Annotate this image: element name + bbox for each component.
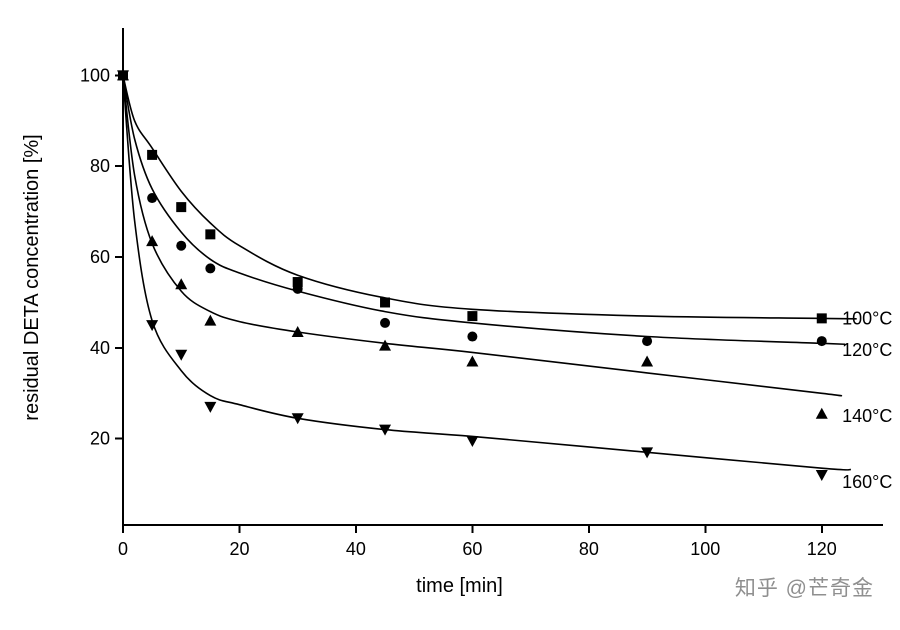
series-140C: 140°C (117, 69, 892, 426)
data-point-triangle-up (291, 325, 304, 337)
data-point-triangle-up (204, 314, 217, 326)
data-point-square (816, 313, 827, 324)
data-point-square (205, 229, 216, 240)
x-tick-label: 120 (807, 539, 837, 559)
data-point-circle (205, 263, 216, 274)
data-point-triangle-up (641, 355, 654, 367)
y-tick-label: 60 (90, 247, 110, 267)
series-100C: 100°C (118, 70, 892, 328)
series-160C: 160°C (117, 70, 892, 492)
data-point-triangle-up (146, 235, 159, 247)
x-tick-label: 20 (229, 539, 249, 559)
data-point-square (176, 202, 187, 213)
data-point-triangle-up (466, 355, 479, 367)
data-point-triangle-down (175, 349, 188, 361)
data-point-triangle-down (204, 401, 217, 413)
watermark: 知乎 @芒奇金 (735, 572, 874, 602)
data-point-triangle-down (379, 424, 392, 436)
series-120C: 120°C (118, 70, 892, 360)
x-axis-title: time [min] (416, 575, 503, 597)
series-label: 100°C (842, 308, 892, 328)
y-tick-label: 40 (90, 338, 110, 358)
x-tick-label: 80 (579, 539, 599, 559)
y-tick-label: 20 (90, 429, 110, 449)
x-tick-label: 100 (690, 539, 720, 559)
data-point-square (147, 149, 158, 160)
x-tick-label: 60 (462, 539, 482, 559)
x-tick-label: 0 (118, 539, 128, 559)
data-point-circle (380, 317, 391, 328)
watermark-text: 知乎 @芒奇金 (734, 577, 874, 600)
series-label: 120°C (842, 340, 892, 360)
series-curve (122, 75, 846, 346)
data-point-square (292, 277, 303, 288)
series-curve (122, 75, 857, 320)
data-point-square (467, 311, 478, 322)
data-point-circle (176, 240, 187, 251)
data-point-circle (292, 283, 303, 294)
series-curve (122, 75, 843, 397)
data-point-circle (467, 331, 478, 342)
data-point-triangle-up (815, 407, 828, 419)
data-point-circle (816, 336, 827, 347)
y-tick-label: 100 (80, 65, 110, 85)
data-point-triangle-up (175, 278, 188, 290)
data-point-circle (642, 336, 653, 347)
x-tick-label: 40 (346, 539, 366, 559)
y-axis-title: residual DETA concentration [%] (21, 134, 43, 420)
series-label: 140°C (842, 406, 892, 426)
series-curve (122, 75, 851, 471)
data-point-triangle-down (146, 320, 159, 332)
data-point-triangle-down (641, 447, 654, 459)
data-point-triangle-up (379, 339, 392, 351)
data-point-square (380, 297, 391, 308)
data-point-circle (147, 193, 158, 204)
data-point-triangle-down (291, 413, 304, 425)
axes: 0 20 40 60 80 100 120 20 40 60 80 100 (80, 28, 883, 559)
data-point-triangle-down (117, 70, 129, 82)
series-label: 160°C (842, 472, 892, 492)
data-point-triangle-down (466, 435, 479, 447)
data-point-triangle-down (815, 470, 828, 482)
y-tick-label: 80 (90, 156, 110, 176)
